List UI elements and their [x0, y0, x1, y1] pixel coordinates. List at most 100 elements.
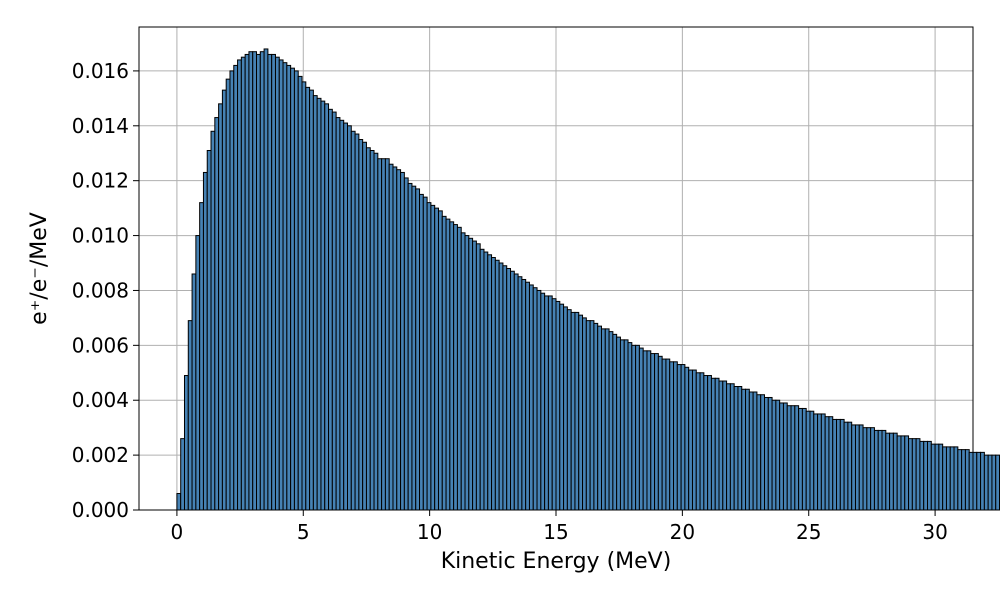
histogram-bar [388, 163, 394, 511]
histogram-bar [191, 273, 197, 511]
histogram-bar [972, 451, 978, 511]
histogram-bar [976, 451, 982, 511]
histogram-bar [316, 97, 322, 511]
histogram-bar [654, 353, 659, 511]
histogram-bar [312, 95, 318, 511]
histogram-bar [688, 369, 693, 511]
histogram-bar [881, 429, 887, 511]
histogram-bar [479, 248, 485, 511]
x-tick-label: 20 [670, 520, 695, 544]
histogram-bar [202, 171, 208, 511]
y-tick-label: 0.000 [72, 498, 129, 522]
histogram-bar [199, 202, 204, 511]
histogram-bar [403, 177, 409, 511]
x-tick-label: 30 [922, 520, 947, 544]
histogram-bar [870, 427, 875, 511]
histogram-bar [324, 103, 330, 511]
axis-ticks: 0.000 0.002 0.004 0.006 0.008 0.010 0.012 0.014… [72, 59, 948, 544]
histogram-bar [805, 410, 811, 511]
histogram-bar [233, 64, 239, 511]
histogram-bar [347, 125, 352, 511]
histogram-bar [813, 413, 819, 511]
histogram-bar [407, 182, 413, 511]
histogram-bar [377, 158, 383, 511]
histogram-bar [866, 427, 872, 511]
x-tick-label: 25 [796, 520, 821, 544]
histogram-bar [919, 440, 925, 511]
histogram-bar [176, 493, 182, 511]
histogram-bar [995, 454, 1000, 511]
histogram-bar [392, 166, 398, 511]
histogram-bar [798, 407, 803, 511]
histogram-bar [896, 435, 902, 511]
histogram-bar [267, 53, 273, 511]
histogram-bar [885, 432, 891, 511]
histogram-bar [331, 111, 337, 511]
histogram-bar [642, 350, 648, 511]
histogram-bar [934, 443, 940, 511]
histogram-bar [502, 265, 508, 511]
histogram-bar [430, 204, 436, 511]
histogram-bar [691, 369, 697, 511]
histogram-bars [176, 48, 1000, 511]
histogram-bar [426, 202, 432, 511]
histogram-bar [494, 259, 500, 511]
histogram-bar [434, 207, 439, 511]
histogram-bar [498, 262, 504, 511]
histogram-bar [274, 56, 280, 511]
histogram-bar [570, 311, 576, 511]
x-tick-label: 0 [171, 520, 184, 544]
histogram-bar [748, 391, 754, 511]
histogram-bar [585, 320, 591, 511]
histogram-bar [528, 284, 534, 511]
histogram-bar [809, 410, 815, 511]
histogram-bar [297, 75, 303, 511]
histogram-bar [729, 383, 735, 511]
histogram-bar [627, 342, 633, 511]
histogram-bar [521, 278, 527, 511]
histogram-bar [278, 59, 284, 511]
histogram-bar [764, 396, 769, 511]
histogram-bar [445, 218, 451, 511]
histogram-bar [400, 171, 405, 511]
histogram-bar [350, 130, 356, 511]
histogram-bar [752, 391, 758, 511]
histogram-bar [578, 314, 584, 511]
histogram-bar [282, 62, 288, 511]
histogram-bar [290, 67, 295, 511]
histogram-bar [657, 355, 663, 511]
histogram-bar [335, 117, 341, 511]
histogram-bar [506, 268, 512, 511]
histogram-bar [794, 405, 800, 511]
histogram-bar [422, 196, 428, 511]
histogram-bar [210, 130, 216, 511]
histogram-bar [635, 344, 640, 511]
histogram-bar [953, 446, 959, 511]
histogram-bar [782, 402, 788, 511]
histogram-bar [293, 70, 299, 511]
histogram-bar [358, 139, 364, 511]
histogram-bar [673, 361, 678, 511]
histogram-bar [760, 394, 766, 511]
x-tick-label: 10 [417, 520, 442, 544]
histogram-bar [741, 388, 747, 511]
y-tick-label: 0.008 [72, 278, 129, 302]
y-tick-label: 0.004 [72, 388, 129, 412]
histogram-bar [707, 375, 712, 511]
histogram-bar [328, 108, 333, 511]
histogram-bar [369, 149, 375, 511]
histogram-bar [877, 429, 883, 511]
histogram-bar [847, 421, 853, 511]
y-tick-label: 0.014 [72, 114, 129, 138]
histogram-bar [923, 440, 929, 511]
histogram-bar [449, 221, 455, 511]
histogram-bar [559, 303, 565, 511]
histogram-bar [828, 416, 834, 511]
histogram-bar [301, 81, 307, 511]
histogram-bar [339, 119, 345, 511]
histogram-bar [286, 64, 292, 511]
histogram-bar [600, 328, 606, 511]
histogram-bar [593, 322, 599, 511]
histogram-bar [305, 86, 311, 511]
